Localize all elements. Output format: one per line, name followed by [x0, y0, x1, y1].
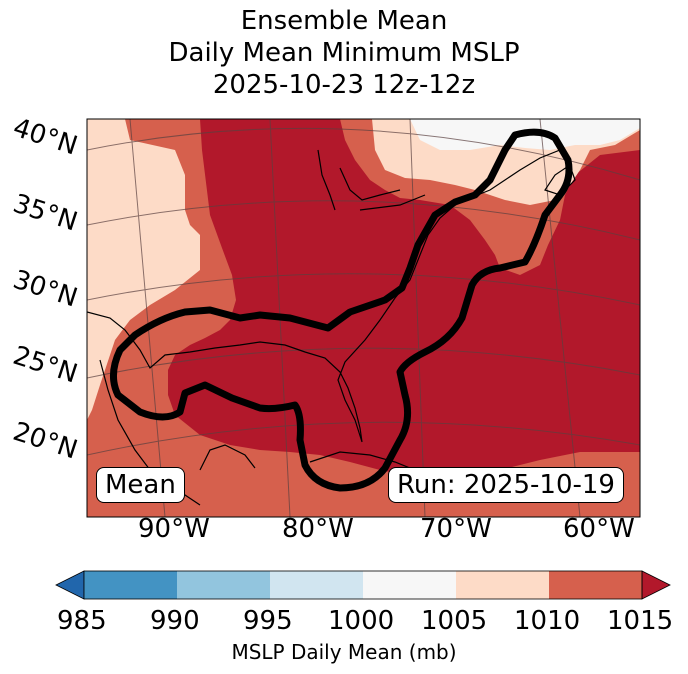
run-date-box: Run: 2025-10-19	[388, 467, 624, 503]
colorbar-tick-1005: 1005	[421, 606, 488, 636]
colorbar-bin-995-1000	[270, 571, 363, 599]
pressure-field	[87, 119, 640, 517]
colorbar	[55, 570, 671, 600]
colorbar-tick-990: 990	[150, 606, 200, 636]
pressure-contour-1015	[110, 128, 573, 492]
colorbar-tick-1015: 1015	[607, 606, 674, 636]
colorbar-bin-985-990	[84, 571, 177, 599]
colorbar-bin-990-995	[177, 571, 270, 599]
colorbar-tick-1000: 1000	[328, 606, 395, 636]
map-frame	[86, 118, 641, 518]
lon-label-90w: 90°W	[138, 514, 210, 544]
lon-label-80w: 80°W	[282, 514, 354, 544]
mean-label-box: Mean	[96, 467, 185, 503]
title-line-3: 2025-10-23 12z-12z	[212, 70, 476, 100]
colorbar-bin-1010-1015	[549, 571, 642, 599]
colorbar-label: MSLP Daily Mean (mb)	[231, 640, 457, 664]
colorbar-tick-1010: 1010	[514, 606, 581, 636]
colorbar-frame	[83, 570, 643, 600]
colorbar-bin-1000-1005	[363, 571, 456, 599]
title-line-2: Daily Mean Minimum MSLP	[168, 38, 520, 68]
lon-label-60w: 60°W	[563, 514, 635, 544]
title-line-1: Ensemble Mean	[240, 6, 448, 36]
colorbar-tick-995: 995	[243, 606, 293, 636]
lon-label-70w: 70°W	[420, 514, 492, 544]
colorbar-bin-1005-1010	[456, 571, 549, 599]
colorbar-extend-low	[55, 570, 85, 600]
colorbar-extend-high	[641, 570, 671, 600]
colorbar-tick-985: 985	[57, 606, 107, 636]
